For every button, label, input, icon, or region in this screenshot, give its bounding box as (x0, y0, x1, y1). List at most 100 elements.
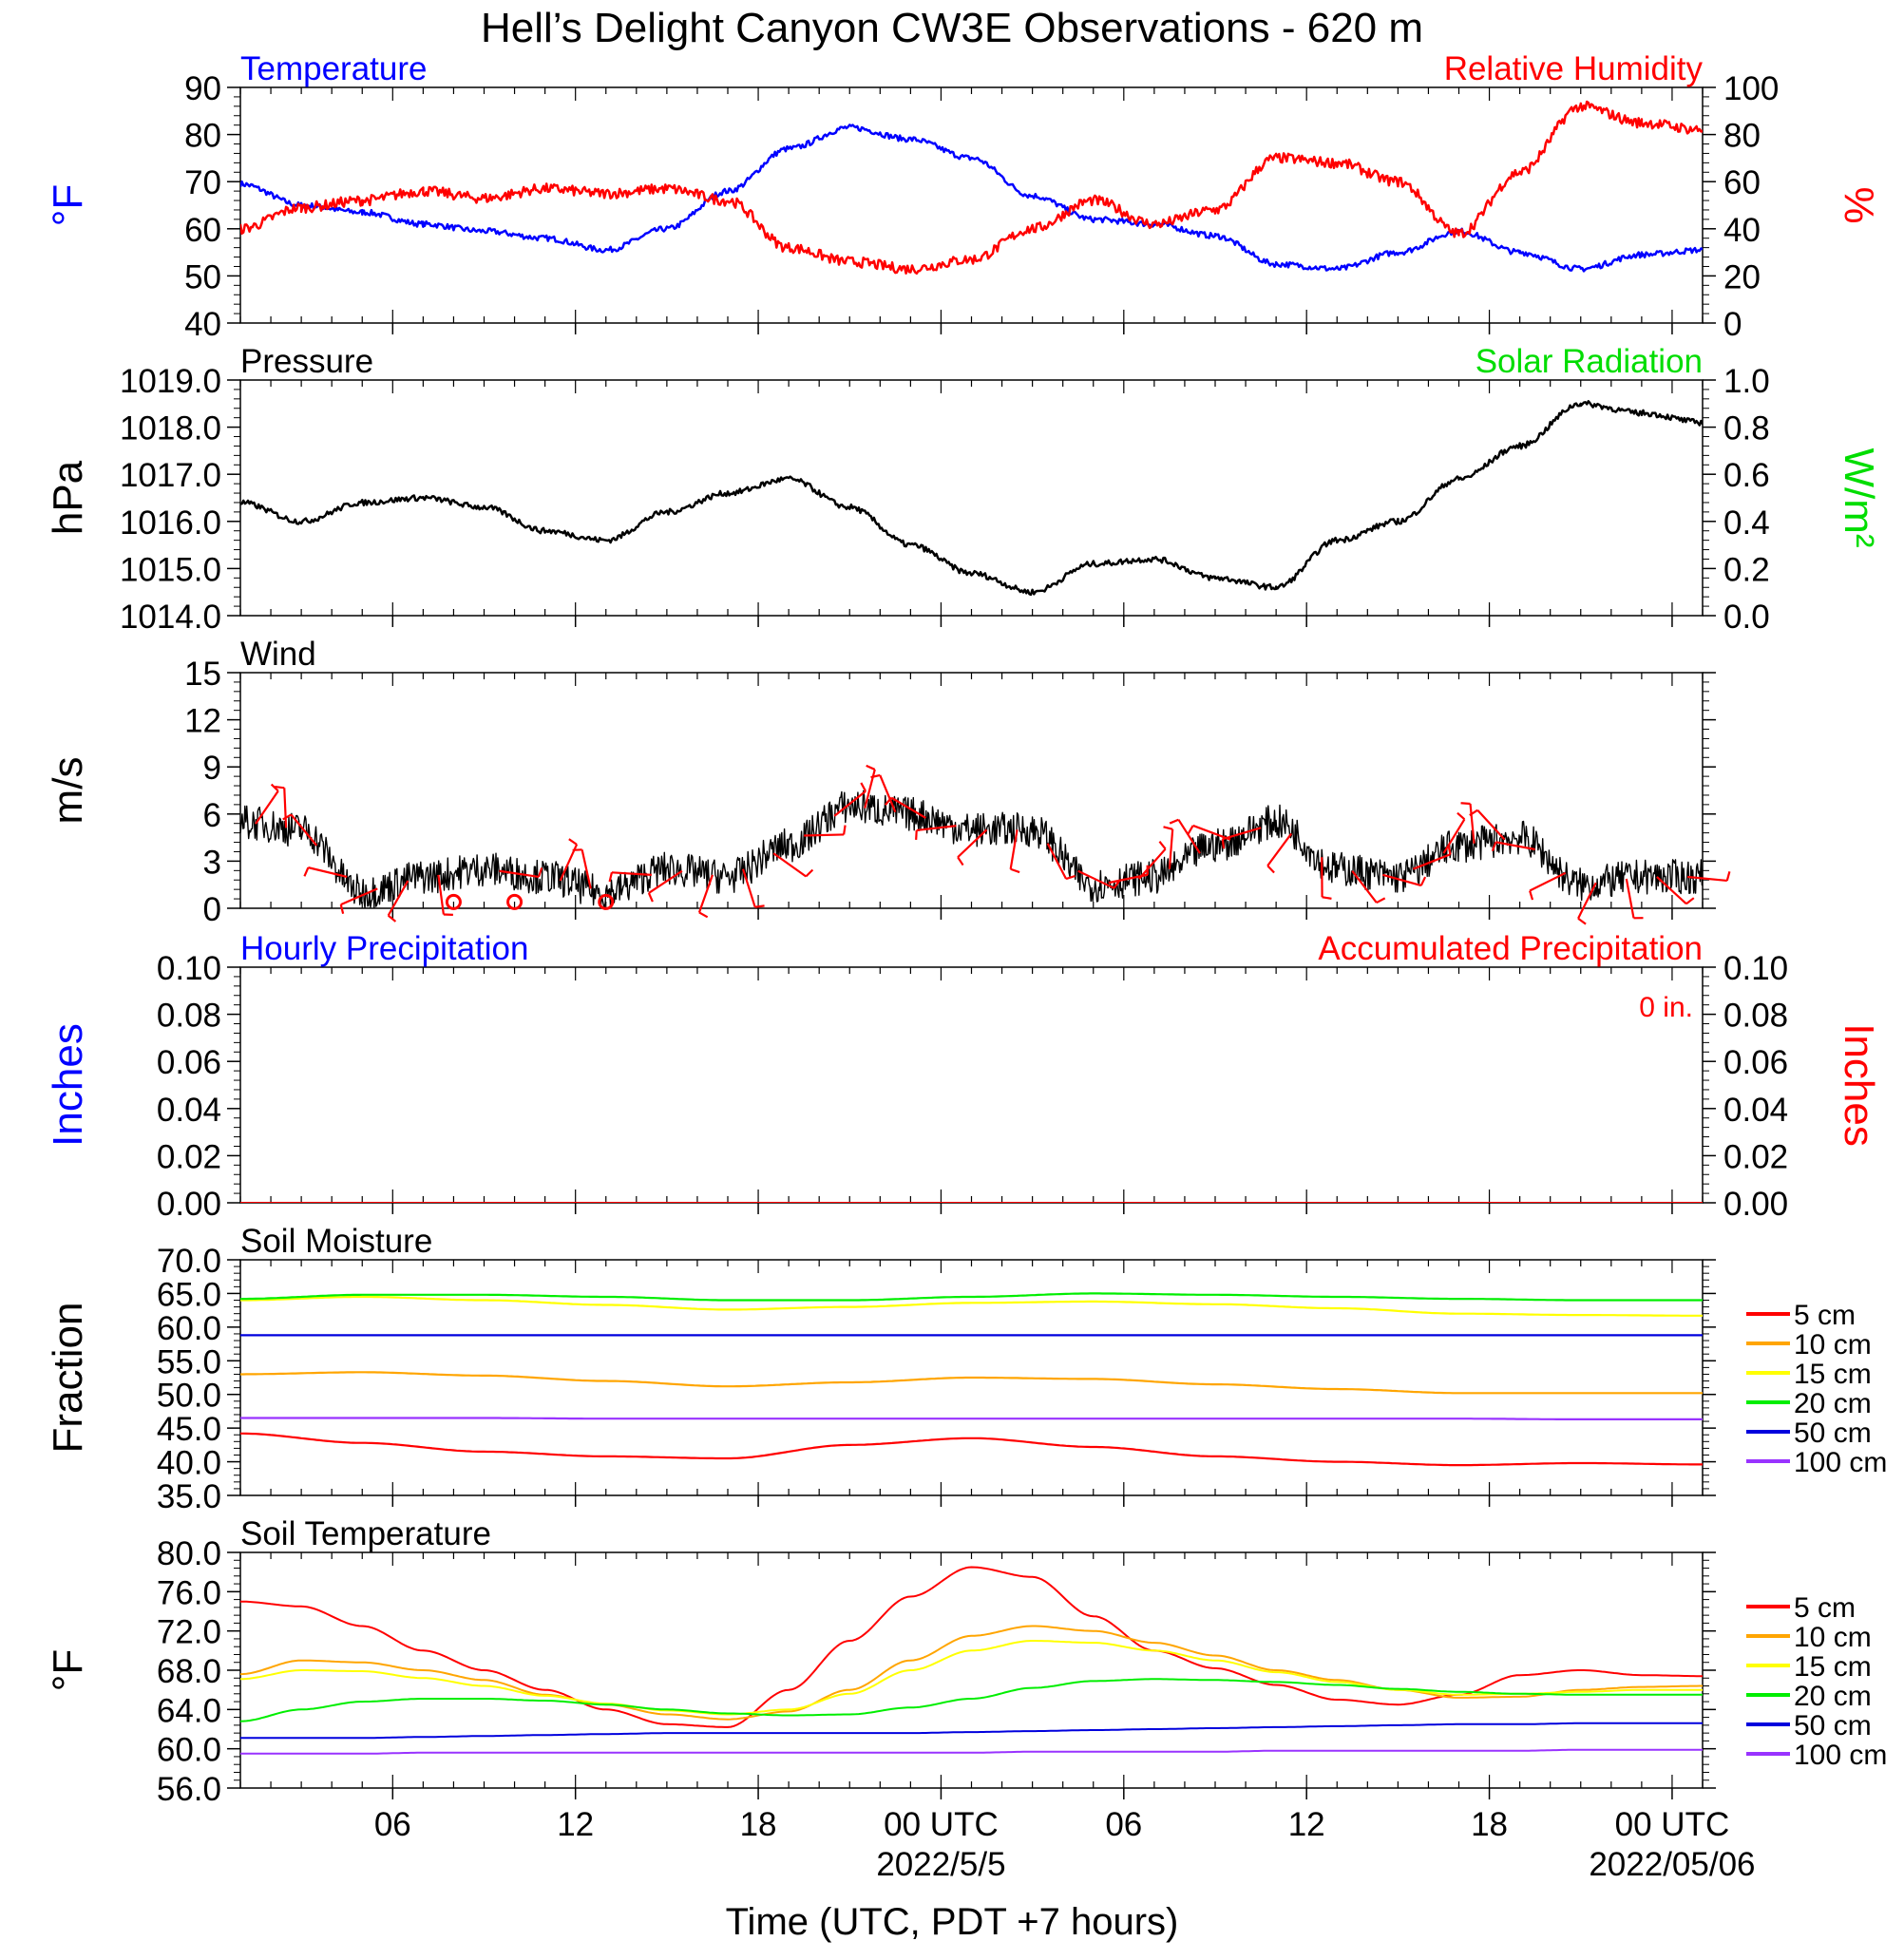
chart-title: Hell’s Delight Canyon CW3E Observations … (481, 5, 1423, 51)
y-tick-label-right: 40 (1723, 212, 1761, 249)
y-axis-label-left: Fraction (45, 1303, 91, 1454)
y-tick-label-left: 50 (184, 258, 221, 295)
wind-barb-flag (916, 830, 917, 840)
panel-title-right: Relative Humidity (1444, 50, 1704, 87)
y-tick-label-left: 50.0 (157, 1378, 221, 1415)
y-tick-label-left: 12 (184, 703, 221, 740)
y-tick-label-right: 0.08 (1723, 998, 1788, 1035)
x-tick-label: 12 (1288, 1806, 1325, 1843)
y-tick-label-right: 0.2 (1723, 551, 1770, 588)
y-tick-label-right: 1.0 (1723, 363, 1770, 400)
y-tick-label-left: 0.04 (157, 1092, 221, 1129)
y-tick-label-left: 1017.0 (120, 457, 221, 494)
y-tick-label-left: 55.0 (157, 1343, 221, 1380)
wind-barb-flag (844, 826, 845, 835)
legend-label: 5 cm (1794, 1592, 1856, 1624)
y-tick-label-left: 35.0 (157, 1478, 221, 1515)
x-date-label: 2022/5/5 (876, 1846, 1005, 1883)
y-axis-label-left: hPa (45, 460, 91, 535)
y-tick-label-left: 56.0 (157, 1771, 221, 1808)
legend-label: 10 cm (1794, 1329, 1872, 1361)
y-tick-label-left: 68.0 (157, 1653, 221, 1690)
y-axis-label-right: % (1836, 186, 1882, 223)
y-tick-label-left: 0.08 (157, 998, 221, 1035)
y-tick-label-left: 0.02 (157, 1138, 221, 1175)
wind-barb (804, 834, 844, 835)
legend-label: 50 cm (1794, 1418, 1872, 1449)
legend-label: 15 cm (1794, 1651, 1872, 1683)
y-tick-label-left: 0 (203, 891, 221, 928)
panel-title-left: Pressure (240, 343, 373, 380)
x-tick-label: 00 UTC (1615, 1806, 1730, 1843)
y-tick-label-left: 3 (203, 844, 221, 881)
x-tick-label: 18 (740, 1806, 777, 1843)
x-tick-label: 12 (557, 1806, 594, 1843)
accumulated-precip-value: 0 in. (1639, 992, 1693, 1023)
wind-barb-flag (755, 905, 765, 906)
y-axis-label-right: W/m² (1836, 447, 1882, 547)
y-tick-label-left: 60.0 (157, 1310, 221, 1347)
y-tick-label-left: 80 (184, 118, 221, 155)
y-tick-label-right: 100 (1723, 70, 1779, 107)
y-axis-label-left: m/s (45, 757, 91, 825)
legend-label: 20 cm (1794, 1388, 1872, 1419)
legend-label: 20 cm (1794, 1681, 1872, 1712)
x-axis-label: Time (UTC, PDT +7 hours) (726, 1901, 1179, 1943)
y-tick-label-right: 0 (1723, 306, 1742, 343)
y-tick-label-right: 0.8 (1723, 410, 1770, 447)
y-tick-label-right: 0.06 (1723, 1044, 1788, 1081)
y-tick-label-right: 0.6 (1723, 457, 1770, 494)
y-tick-label-left: 64.0 (157, 1692, 221, 1729)
y-tick-label-left: 70 (184, 164, 221, 201)
y-tick-label-left: 1015.0 (120, 551, 221, 588)
y-tick-label-left: 60.0 (157, 1732, 221, 1769)
legend-label: 50 cm (1794, 1710, 1872, 1741)
wind-barb-flag (275, 787, 284, 788)
panel-title-right: Accumulated Precipitation (1318, 930, 1703, 967)
y-tick-label-left: 1014.0 (120, 599, 221, 636)
y-tick-label-right: 0.0 (1723, 599, 1770, 636)
y-axis-label-right: Inches (1836, 1023, 1882, 1147)
y-tick-label-left: 1019.0 (120, 363, 221, 400)
y-tick-label-left: 90 (184, 70, 221, 107)
y-tick-label-left: 60 (184, 212, 221, 249)
wind-barb-flag (1461, 803, 1471, 804)
y-tick-label-left: 65.0 (157, 1276, 221, 1313)
y-tick-label-right: 20 (1723, 258, 1761, 295)
y-tick-label-left: 6 (203, 797, 221, 834)
y-tick-label-left: 45.0 (157, 1411, 221, 1448)
x-date-label: 2022/05/06 (1589, 1846, 1755, 1883)
panel-title-left: Wind (240, 636, 316, 673)
y-tick-label-left: 40.0 (157, 1445, 221, 1482)
y-tick-label-right: 0.00 (1723, 1186, 1788, 1223)
y-tick-label-right: 80 (1723, 118, 1761, 155)
y-tick-label-left: 0.00 (157, 1186, 221, 1223)
y-tick-label-right: 0.02 (1723, 1138, 1788, 1175)
y-tick-label-left: 40 (184, 306, 221, 343)
legend-label: 10 cm (1794, 1622, 1872, 1653)
y-tick-label-left: 72.0 (157, 1614, 221, 1651)
wind-barb-flag (1223, 839, 1224, 848)
y-tick-label-left: 80.0 (157, 1535, 221, 1572)
y-axis-label-left: °F (45, 184, 91, 226)
x-tick-label: 00 UTC (884, 1806, 999, 1843)
x-tick-label: 06 (374, 1806, 411, 1843)
panel-title-left: Soil Moisture (240, 1223, 432, 1260)
legend-label: 100 cm (1794, 1447, 1887, 1478)
y-tick-label-left: 1016.0 (120, 504, 221, 542)
y-tick-label-left: 0.10 (157, 950, 221, 987)
legend-label: 100 cm (1794, 1740, 1887, 1771)
y-tick-label-left: 1018.0 (120, 410, 221, 447)
panel-title-left: Hourly Precipitation (240, 930, 528, 967)
y-axis-label-left: °F (45, 1649, 91, 1691)
y-axis-label-left: Inches (45, 1023, 91, 1147)
y-tick-label-right: 0.4 (1723, 504, 1770, 542)
y-tick-label-right: 0.04 (1723, 1092, 1788, 1129)
y-tick-label-left: 76.0 (157, 1574, 221, 1611)
x-tick-label: 18 (1471, 1806, 1508, 1843)
legend-label: 5 cm (1794, 1300, 1856, 1331)
y-tick-label-right: 0.10 (1723, 950, 1788, 987)
panel-title-left: Soil Temperature (240, 1515, 491, 1552)
y-tick-label-right: 60 (1723, 164, 1761, 201)
